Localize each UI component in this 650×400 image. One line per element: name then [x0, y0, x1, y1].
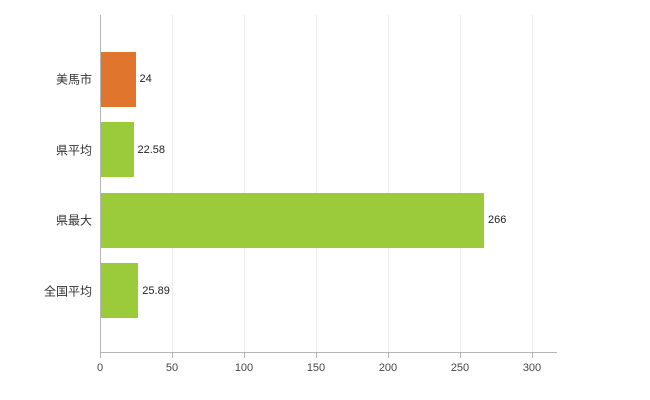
category-label: 県最大 — [55, 213, 92, 228]
bar-県平均 — [101, 122, 134, 178]
bar-row: 全国平均 25.89 — [0, 256, 650, 327]
value-label: 24 — [139, 73, 152, 86]
y-axis-line — [100, 15, 101, 352]
x-axis-line — [100, 352, 557, 353]
bar-県最大 — [101, 192, 485, 248]
value-label: 266 — [488, 214, 507, 227]
bar-row: 県最大 266 — [0, 185, 650, 256]
x-axis-tick-label: 0 — [96, 362, 104, 374]
x-axis-tick-label: 300 — [522, 362, 542, 374]
x-axis-tick-label: 50 — [165, 362, 179, 374]
bar-row: 県平均 22.58 — [0, 115, 650, 186]
gridline — [244, 15, 245, 352]
x-axis-tick-label: 150 — [306, 362, 326, 374]
value-label: 22.58 — [137, 143, 166, 156]
category-label: 全国平均 — [43, 284, 92, 299]
bar-全国平均 — [101, 263, 139, 319]
gridline — [388, 15, 389, 352]
bar-美馬市 — [101, 51, 136, 107]
gridline — [172, 15, 173, 352]
x-axis-tick — [532, 353, 533, 358]
gridline — [460, 15, 461, 352]
x-axis-tick — [172, 353, 173, 358]
x-axis-tick-label: 100 — [234, 362, 254, 374]
x-axis-tick — [460, 353, 461, 358]
gridline — [316, 15, 317, 352]
category-label: 美馬市 — [55, 72, 92, 87]
gridline — [532, 15, 533, 352]
x-axis-tick-label: 200 — [378, 362, 398, 374]
x-axis-tick — [388, 353, 389, 358]
x-axis-tick — [100, 353, 101, 358]
x-axis-tick-label: 250 — [450, 362, 470, 374]
x-axis-tick — [244, 353, 245, 358]
category-label: 県平均 — [55, 143, 92, 158]
value-label: 25.89 — [142, 284, 170, 297]
x-axis-tick — [316, 353, 317, 358]
bar-row: 美馬市 24 — [0, 44, 650, 115]
